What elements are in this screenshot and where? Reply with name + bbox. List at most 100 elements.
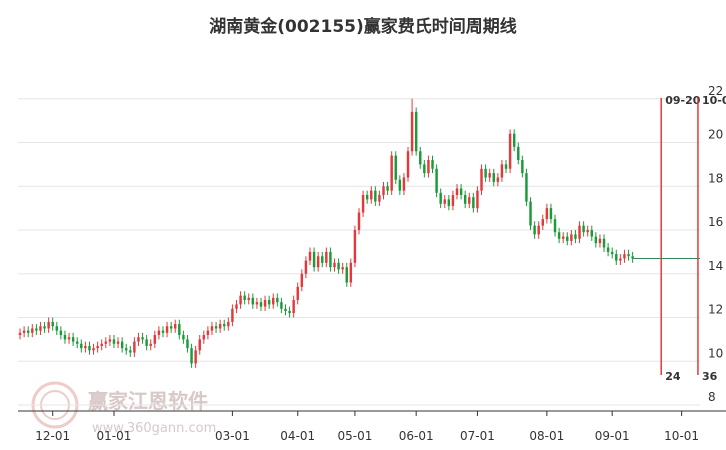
- candle-body: [586, 230, 589, 233]
- x-tick-label: 10-01: [664, 429, 699, 443]
- candle-body: [108, 339, 112, 342]
- candle-body: [149, 343, 152, 346]
- candle-body: [63, 335, 67, 340]
- chart-title: 湖南黄金(002155)赢家费氏时间周期线: [209, 16, 517, 37]
- candle-body: [325, 251, 328, 263]
- candle-body: [296, 286, 299, 301]
- candle-body: [419, 151, 422, 165]
- candle-body: [129, 350, 132, 353]
- candle-body: [525, 173, 528, 202]
- candle-body: [141, 337, 144, 340]
- candle-body: [227, 321, 230, 327]
- candle-body: [496, 177, 500, 182]
- cycle-date: 10-08: [702, 94, 726, 107]
- candle-body: [178, 324, 181, 336]
- candle-body: [349, 262, 353, 283]
- y-tick-label: 8: [708, 390, 716, 404]
- candle-body: [566, 236, 569, 241]
- candle-body: [345, 267, 348, 283]
- candle-body: [406, 151, 410, 178]
- candle-body: [472, 197, 475, 209]
- candle-body: [321, 256, 324, 263]
- y-tick-label: 10: [708, 346, 723, 360]
- candle-body: [382, 186, 385, 196]
- candle-body: [26, 330, 30, 333]
- candle-body: [71, 337, 75, 342]
- candle-body: [210, 326, 214, 331]
- candle-body: [488, 173, 491, 178]
- candle-body: [435, 168, 438, 193]
- candle-body: [251, 297, 255, 305]
- candle-body: [51, 321, 54, 327]
- candle-body: [590, 230, 594, 237]
- cycle-count: 24: [665, 370, 681, 383]
- candle-body: [116, 341, 120, 344]
- candle-body: [133, 341, 136, 353]
- candle-body: [169, 326, 173, 329]
- candle-body: [100, 343, 103, 346]
- candle-body: [468, 197, 471, 204]
- candle-body: [480, 168, 483, 191]
- candle-body: [263, 300, 267, 307]
- candle-body: [410, 111, 414, 152]
- candle-body: [398, 179, 402, 191]
- candle-body: [202, 335, 206, 340]
- candle-body: [190, 348, 193, 364]
- candle-body: [570, 234, 573, 241]
- candle-body: [165, 326, 169, 333]
- candle-body: [137, 337, 140, 342]
- candle-body: [598, 238, 602, 244]
- candle-body: [627, 254, 630, 257]
- candle-body: [308, 251, 312, 261]
- candle-body: [455, 188, 459, 196]
- candle-body: [557, 232, 561, 239]
- candle-body: [451, 195, 455, 206]
- x-tick-label: 04-01: [280, 429, 315, 443]
- candle-body: [104, 341, 108, 344]
- x-tick-label: 03-01: [215, 429, 250, 443]
- candle-body: [112, 339, 116, 344]
- candle-body: [292, 300, 295, 314]
- candle-body: [75, 341, 79, 344]
- candle-body: [431, 160, 434, 169]
- candle-body: [120, 341, 124, 349]
- candle-body: [443, 199, 446, 204]
- candle-body: [198, 339, 201, 351]
- watermark-url: www.360gann.com: [92, 421, 216, 436]
- candle-body: [67, 337, 71, 340]
- x-tick-label: 09-01: [595, 429, 630, 443]
- candle-body: [272, 297, 275, 305]
- candle-body: [312, 251, 316, 268]
- candle-body: [476, 190, 479, 209]
- candle-body: [357, 212, 361, 231]
- candle-body: [619, 258, 622, 261]
- candle-body: [623, 254, 626, 259]
- x-tick-label: 01-01: [97, 429, 132, 443]
- candle-body: [157, 330, 161, 336]
- candle-body: [259, 302, 263, 307]
- candle-body: [537, 225, 540, 235]
- candle-body: [517, 146, 520, 161]
- candle-body: [333, 262, 336, 268]
- x-tick-label: 07-01: [460, 429, 495, 443]
- candle-body: [341, 267, 344, 270]
- y-tick-label: 18: [708, 171, 723, 185]
- candle-body: [153, 335, 157, 344]
- candle-body: [22, 330, 26, 333]
- candle-body: [218, 324, 222, 329]
- x-tick-label: 05-01: [337, 429, 372, 443]
- candle-body: [533, 225, 536, 235]
- candle-body: [206, 330, 210, 336]
- candle-body: [182, 335, 185, 340]
- candle-body: [439, 192, 442, 204]
- candle-body: [145, 339, 148, 346]
- candle-body: [361, 195, 365, 213]
- x-tick-label: 12-01: [35, 429, 70, 443]
- candle-body: [353, 230, 357, 263]
- y-tick-label: 20: [708, 128, 723, 142]
- candle-body: [378, 195, 381, 202]
- candle-body: [414, 111, 418, 152]
- candle-body: [35, 328, 38, 331]
- candle-body: [223, 324, 226, 327]
